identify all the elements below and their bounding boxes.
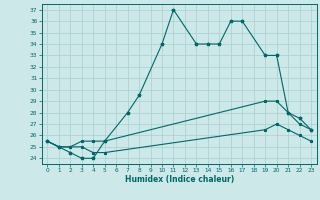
X-axis label: Humidex (Indice chaleur): Humidex (Indice chaleur) [124,175,234,184]
